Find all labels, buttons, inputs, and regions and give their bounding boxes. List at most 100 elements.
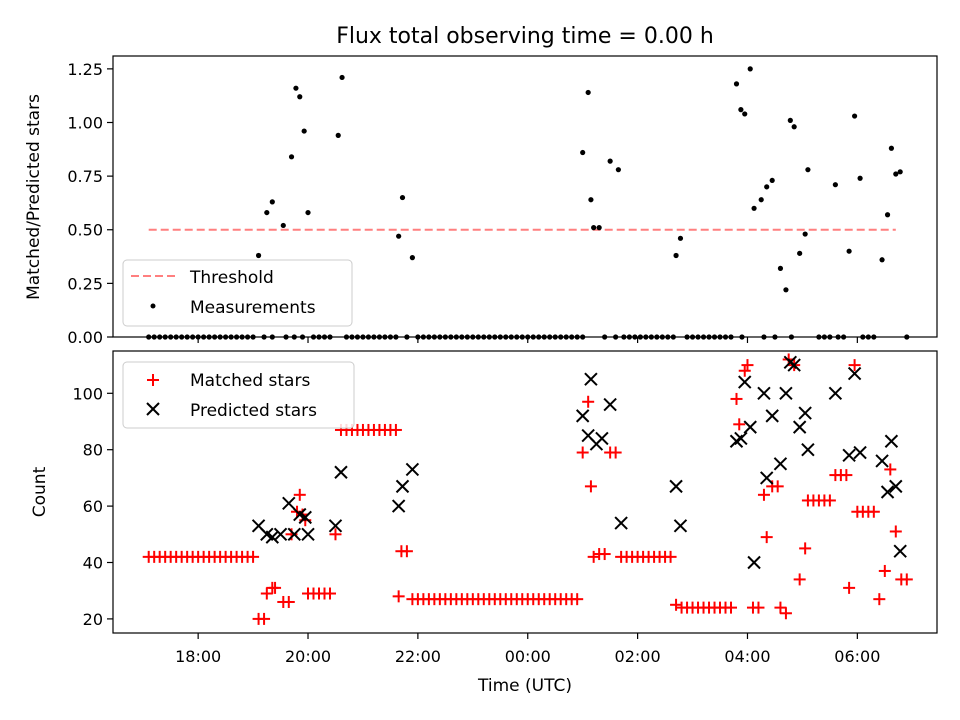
top-y-tick-label: 0.25 xyxy=(67,274,103,293)
matched-star-point xyxy=(741,359,754,372)
x-tick-label: 04:00 xyxy=(724,647,770,666)
top-y-tick-label: 0.50 xyxy=(67,221,103,240)
x-tick-label: 00:00 xyxy=(505,647,551,666)
matched-star-point xyxy=(738,364,751,377)
bottom-legend-box xyxy=(122,361,355,429)
predicted-star-point xyxy=(779,386,793,401)
measurement-point xyxy=(777,265,784,271)
measurement-point xyxy=(673,252,679,259)
measurement-point xyxy=(288,154,295,160)
measurement-point xyxy=(791,124,797,130)
predicted-star-point xyxy=(893,544,907,558)
predicted-star-point xyxy=(391,499,406,513)
bottom-axes-frame xyxy=(112,350,938,634)
bottom-y-ticks: 20 40 60 80 100 xyxy=(72,384,113,629)
measurement-point xyxy=(585,89,591,96)
measurement-point xyxy=(588,197,594,203)
top-y-axis-label: Matched/Predicted stars xyxy=(24,94,44,300)
measurement-point xyxy=(797,250,803,256)
matched-star-point xyxy=(282,595,295,608)
top-x-ticks xyxy=(197,337,858,343)
bottom-legend: Matched stars Predicted stars xyxy=(122,361,355,429)
measurement-point xyxy=(884,212,891,218)
matched-star-point xyxy=(843,581,856,594)
matched-star-point xyxy=(771,480,784,493)
matched-star-point xyxy=(582,395,595,408)
measurement-point xyxy=(607,158,613,164)
matched-star-point xyxy=(329,528,342,541)
matched-star-point xyxy=(793,573,806,586)
predicted-star-point xyxy=(395,479,410,494)
matched-star-point xyxy=(878,564,891,577)
predicted-star-point xyxy=(765,409,779,423)
bottom-y-tick-label: 60 xyxy=(83,497,103,516)
measurement-point xyxy=(591,225,597,231)
predicted-star-point xyxy=(334,465,348,479)
predicted-star-point xyxy=(847,366,862,381)
measurement-point xyxy=(751,205,757,211)
predicted-star-point xyxy=(792,420,807,434)
x-tick-label: 20:00 xyxy=(285,647,331,666)
measurement-point xyxy=(846,248,852,254)
matched-star-point xyxy=(664,550,677,563)
measurement-point xyxy=(805,167,811,173)
matched-star-point xyxy=(848,359,861,372)
matched-star-point xyxy=(760,531,773,544)
matched-star-point xyxy=(269,581,282,594)
predicted-star-point xyxy=(880,485,895,499)
x-tick-label: 06:00 xyxy=(834,647,880,666)
matched-star-point xyxy=(571,593,584,606)
predicted-star-point xyxy=(853,445,867,460)
matched-star-point xyxy=(247,550,260,563)
measurement-point xyxy=(783,287,789,293)
bottom-y-tick-label: 20 xyxy=(83,610,103,629)
matched-star-point xyxy=(889,525,902,538)
predicted-star-point xyxy=(828,386,843,401)
matched-star-point xyxy=(598,548,611,561)
bottom-y-tick-label: 100 xyxy=(72,384,103,403)
legend-measurements-label: Measurements xyxy=(190,298,316,318)
top-y-ticks: 0.00 0.25 0.50 0.75 1.00 1.25 xyxy=(67,60,113,347)
predicted-star-point xyxy=(328,519,343,533)
legend-threshold-label: Threshold xyxy=(189,268,274,288)
matched-star-point xyxy=(389,423,402,436)
legend-predicted-label: Predicted stars xyxy=(190,401,317,421)
measurement-point xyxy=(396,233,402,239)
matched-star-point xyxy=(779,607,792,620)
matched-star-point xyxy=(392,590,405,603)
predicted-star-point xyxy=(584,372,598,386)
measurement-point xyxy=(580,149,586,156)
matched-star-point xyxy=(840,469,853,482)
matched-star-point xyxy=(400,545,413,558)
predicted-star-point xyxy=(875,454,889,468)
predicted-star-point xyxy=(773,457,788,471)
predicted-star-point xyxy=(273,527,288,542)
matched-star-point xyxy=(576,446,589,459)
predicted-star-point xyxy=(747,555,761,570)
predicted-star-point xyxy=(801,442,815,457)
predicted-star-point xyxy=(287,527,301,542)
matched-star-point xyxy=(873,593,886,606)
measurement-point xyxy=(787,117,793,123)
measurement-point xyxy=(769,177,775,184)
predicted-star-point xyxy=(743,420,757,434)
predicted-star-point xyxy=(734,431,748,446)
predicted-star-point xyxy=(301,527,315,542)
x-tick-label: 02:00 xyxy=(615,647,661,666)
predicted-star-point xyxy=(673,519,688,533)
matched-star-point xyxy=(867,505,880,518)
predicted-legend-marker xyxy=(146,402,160,416)
measurement-point xyxy=(293,85,299,91)
measurement-point xyxy=(802,231,808,237)
bottom-panel: 20 40 60 80 100 18:00 20:00 22:00 00:00 02:00 04:… xyxy=(30,350,938,696)
top-y-tick-label: 0.75 xyxy=(67,167,103,186)
measurements-legend-marker xyxy=(150,303,156,309)
matched-star-point xyxy=(733,418,746,431)
measurement-point xyxy=(255,252,262,259)
bottom-y-tick-label: 40 xyxy=(83,554,103,573)
measurement-point xyxy=(301,128,307,134)
measurement-point xyxy=(857,175,863,181)
matched-star-point xyxy=(587,550,600,563)
